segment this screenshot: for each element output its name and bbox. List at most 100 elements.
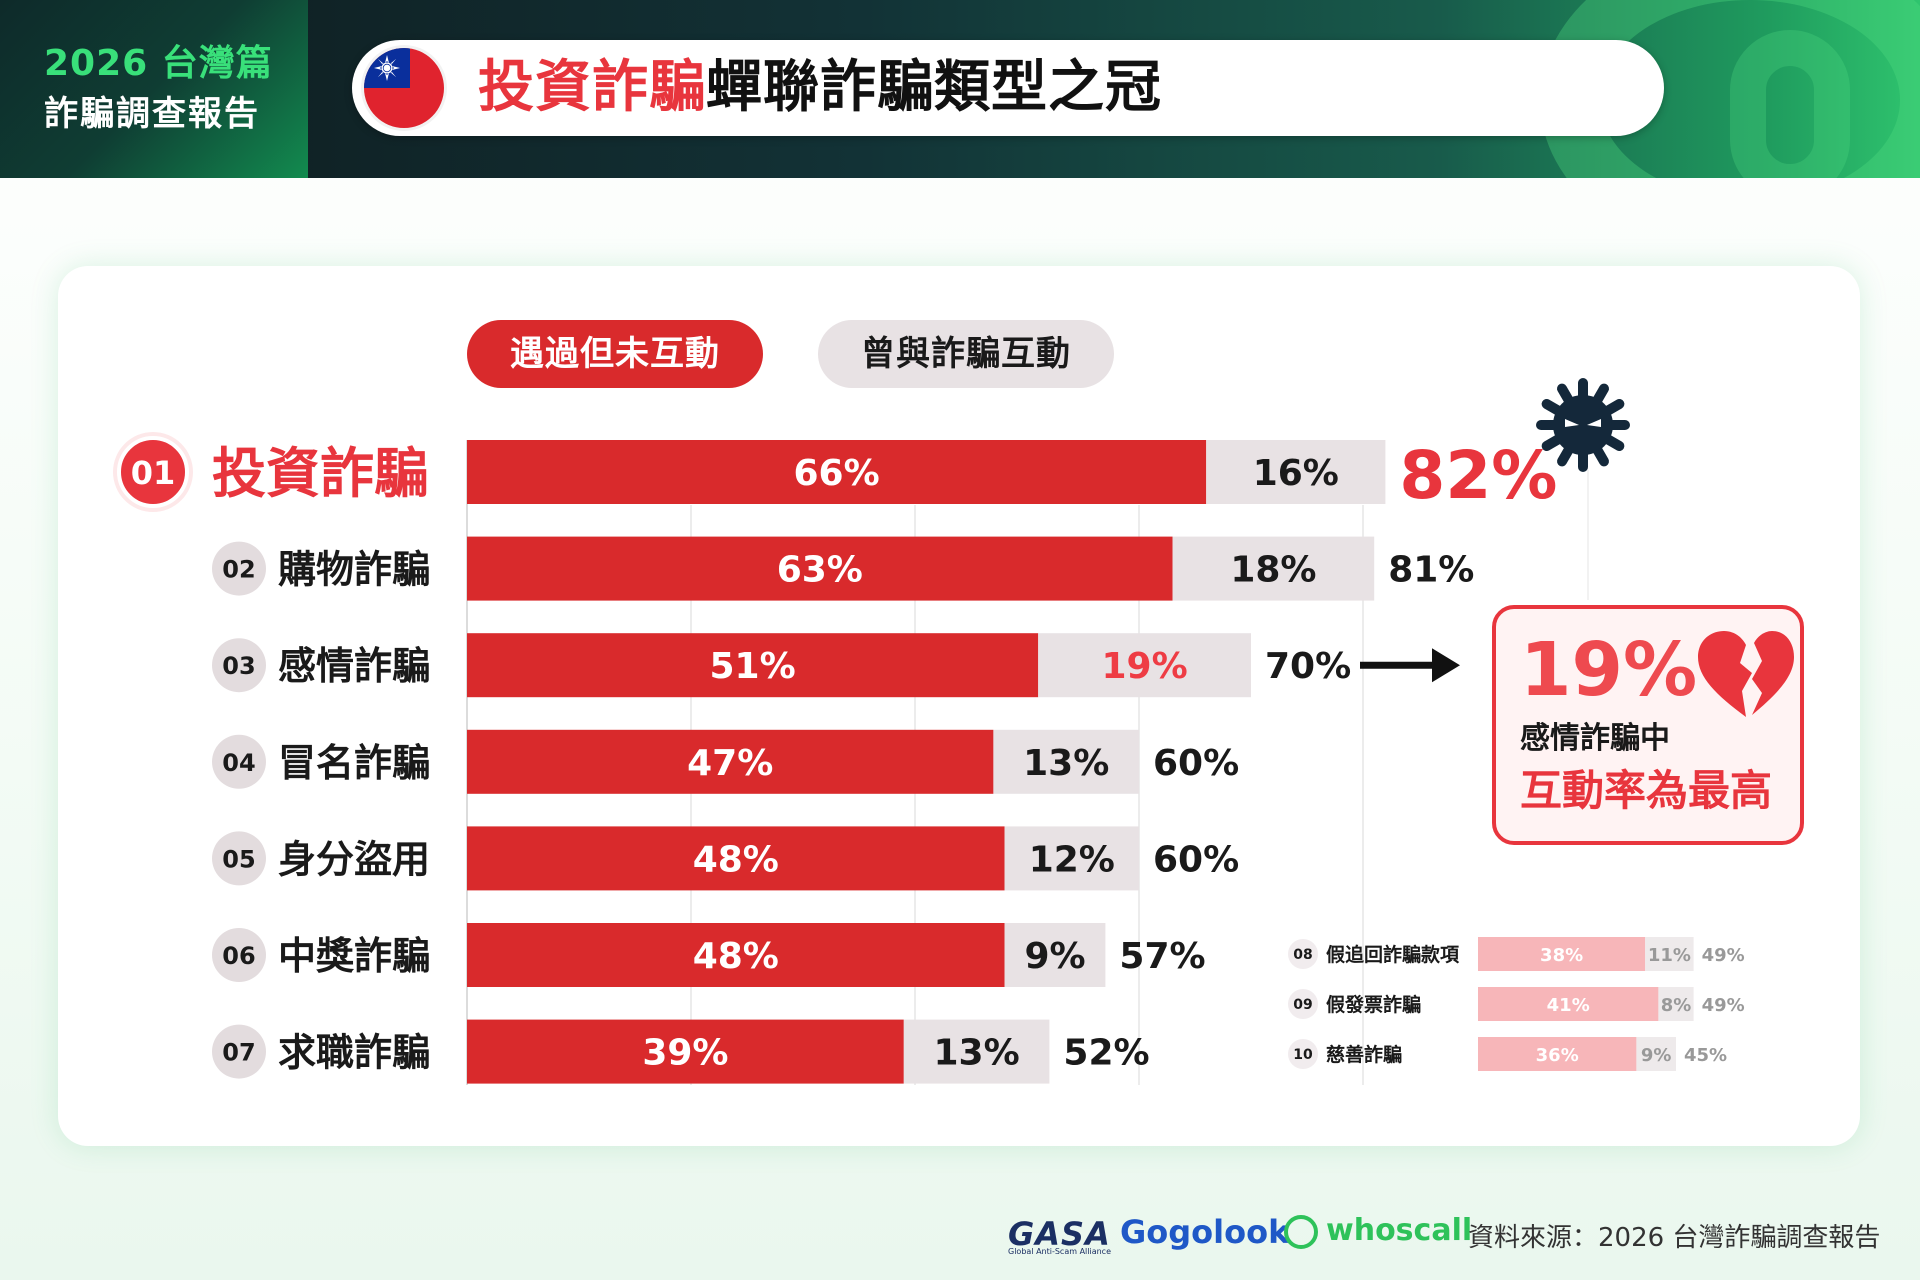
minor-rank-badge — [1288, 989, 1318, 1019]
minor-rank-number: 08 — [1293, 947, 1312, 963]
bar-interacted — [1038, 633, 1251, 698]
value-label-interacted: 12% — [1029, 839, 1115, 880]
minor-rank-badge — [1288, 939, 1318, 969]
category-label: 冒名詐騙 — [278, 741, 430, 785]
report-name-label: 詐騙調查報告 — [44, 94, 260, 134]
minor-value-not-interacted: 38% — [1540, 945, 1583, 966]
legend-not-interacted: 遇過但未互動 — [467, 320, 763, 388]
category-label: 感情詐騙 — [278, 644, 430, 688]
title-bar: 投資詐騙蟬聯詐騙類型之冠 — [352, 40, 1664, 136]
value-label-not-interacted: 39% — [642, 1033, 728, 1074]
bar-interacted — [1004, 826, 1139, 891]
broken-heart-icon — [1698, 631, 1794, 717]
callout-box: 19% 感情詐騙中 互動率為最高 — [1492, 605, 1804, 845]
bar-not-interacted — [467, 923, 1005, 987]
title-rest: 蟬聯詐騙類型之冠 — [706, 55, 1162, 120]
bar-not-interacted — [467, 536, 1173, 601]
bar-interacted — [1206, 440, 1386, 504]
rank-badge — [212, 928, 266, 982]
minor-bar-not-interacted — [1478, 1037, 1637, 1071]
value-label-not-interacted: 51% — [710, 646, 796, 687]
category-label: 身分盜用 — [278, 837, 430, 881]
rank-badge — [212, 541, 266, 596]
bar-not-interacted — [467, 633, 1039, 698]
value-label-interacted: 19% — [1102, 646, 1188, 687]
virus-icon — [1536, 378, 1630, 472]
value-label-not-interacted: 47% — [687, 743, 773, 784]
minor-value-interacted: 9% — [1641, 1045, 1672, 1066]
value-label-interacted: 13% — [1023, 743, 1109, 784]
whoscall-logo-icon — [1284, 1215, 1318, 1249]
callout-line1: 感情詐騙中 — [1520, 721, 1670, 756]
total-label: 82% — [1399, 437, 1557, 514]
minor-bar-not-interacted — [1478, 987, 1659, 1021]
total-label: 70% — [1265, 646, 1351, 687]
category-label: 購物詐騙 — [278, 548, 430, 592]
total-label: 60% — [1153, 839, 1239, 880]
source-note: 資料來源：2026 台灣詐騙調查報告 — [1468, 1223, 1881, 1253]
value-label-not-interacted: 48% — [693, 839, 779, 880]
rank-badge — [212, 1024, 266, 1079]
gogolook-logo: Gogolook — [1120, 1213, 1290, 1251]
value-label-interacted: 16% — [1253, 453, 1339, 494]
bar-not-interacted — [467, 440, 1207, 504]
minor-total-label: 45% — [1684, 1045, 1727, 1066]
gasa-logo: GASA — [1008, 1215, 1111, 1253]
value-label-not-interacted: 66% — [794, 453, 880, 494]
rank-badge — [212, 638, 266, 693]
category-label: 投資詐騙 — [212, 442, 428, 505]
whoscall-logo: whoscall — [1326, 1213, 1473, 1248]
total-label: 60% — [1153, 743, 1239, 784]
gasa-logo-sub: Global Anti-Scam Alliance — [1008, 1247, 1111, 1256]
rank-badge — [212, 831, 266, 886]
category-label: 中獎詐騙 — [278, 934, 430, 978]
minor-value-interacted: 8% — [1661, 995, 1692, 1016]
minor-category-label: 假追回詐騙款項 — [1326, 943, 1460, 966]
value-label-not-interacted: 63% — [777, 550, 863, 591]
minor-rank-number: 10 — [1293, 1047, 1313, 1063]
minor-bar-not-interacted — [1478, 937, 1646, 971]
rank-number: 05 — [222, 845, 255, 873]
page-title: 投資詐騙蟬聯詐騙類型之冠 — [478, 54, 1162, 122]
arrow-icon — [1432, 648, 1460, 683]
category-label: 求職詐騙 — [278, 1031, 430, 1075]
rank-number: 07 — [222, 1039, 255, 1067]
minor-category-label: 假發票詐騙 — [1326, 993, 1421, 1016]
footer: GASA Global Anti-Scam Alliance Gogolook … — [0, 1205, 1920, 1256]
total-label: 81% — [1388, 550, 1474, 591]
minor-category-label: 慈善詐騙 — [1326, 1043, 1402, 1066]
minor-value-not-interacted: 36% — [1536, 1045, 1579, 1066]
bar-not-interacted — [467, 1019, 904, 1084]
value-label-interacted: 13% — [934, 1033, 1020, 1074]
bar-not-interacted — [467, 826, 1005, 891]
rank-number: 06 — [222, 942, 255, 970]
taiwan-flag-icon — [364, 48, 444, 128]
total-label: 52% — [1063, 1033, 1149, 1074]
legend-interacted: 曾與詐騙互動 — [818, 320, 1114, 388]
bar-interacted — [993, 729, 1139, 794]
bar-not-interacted — [467, 729, 994, 794]
rank-badge — [212, 734, 266, 789]
callout-value: 19% — [1520, 627, 1698, 713]
bar-interacted — [1172, 536, 1375, 601]
minor-rank-number: 09 — [1293, 997, 1312, 1013]
minor-bar-interacted — [1636, 1037, 1676, 1071]
rank-number: 01 — [131, 454, 176, 492]
bar-interacted — [903, 1019, 1050, 1084]
rank-number: 02 — [222, 556, 255, 584]
minor-bar-interacted — [1645, 937, 1694, 971]
header-banner: 2026 台灣篇 詐騙調查報告 — [0, 0, 1920, 178]
value-label-interacted: 9% — [1024, 936, 1085, 977]
callout-line2: 互動率為最高 — [1520, 766, 1773, 815]
total-label: 57% — [1119, 936, 1205, 977]
rank-badge — [117, 436, 189, 508]
minor-total-label: 49% — [1702, 995, 1745, 1016]
minor-bar-interacted — [1658, 987, 1694, 1021]
rank-number: 04 — [222, 749, 255, 777]
minor-value-interacted: 11% — [1648, 945, 1691, 966]
title-highlight: 投資詐騙 — [478, 55, 706, 120]
value-label-interacted: 18% — [1230, 550, 1316, 591]
minor-rank-badge — [1288, 1039, 1318, 1069]
minor-value-not-interacted: 41% — [1547, 995, 1590, 1016]
